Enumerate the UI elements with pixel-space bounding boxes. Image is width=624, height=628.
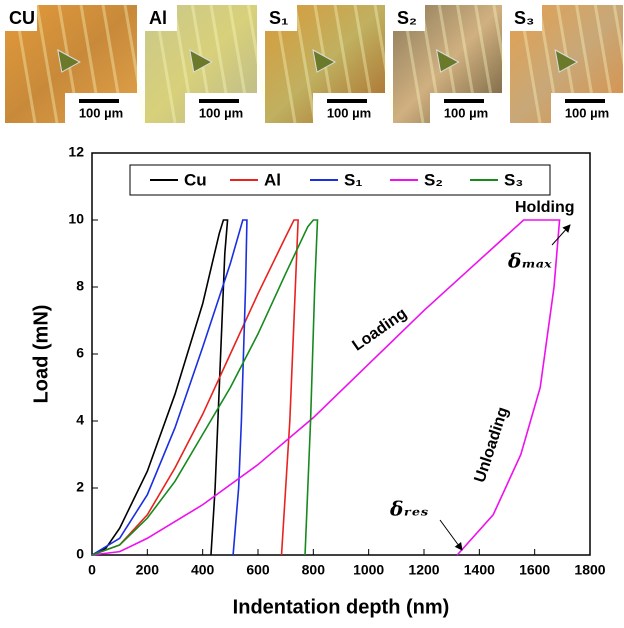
label-bg [393, 5, 425, 31]
scale-label: 100 µm [327, 105, 371, 120]
texture [612, 4, 624, 72]
y-tick-label: 2 [76, 479, 84, 495]
texture [293, 4, 317, 124]
panel-label: CU [9, 8, 35, 28]
x-tick-label: 1000 [353, 562, 384, 578]
y-tick-label: 4 [76, 412, 84, 428]
annotation: δₘₐₓ [507, 249, 552, 273]
annotation: Loading [349, 305, 410, 355]
legend-box [129, 164, 551, 196]
series-line [91, 219, 299, 556]
y-tick-label: 12 [68, 144, 84, 160]
y-tick-label: 8 [76, 278, 84, 294]
x-tick-label: 200 [136, 562, 160, 578]
panel-label: Al [149, 8, 167, 28]
scale-bg [551, 93, 623, 123]
legend-label: S₁ [344, 170, 362, 189]
indent [312, 49, 337, 73]
label-bg [510, 5, 542, 31]
x-tick-label: 400 [191, 562, 215, 578]
legend-label: Al [264, 170, 281, 189]
x-tick-label: 0 [88, 562, 96, 578]
indent [189, 49, 213, 73]
legend-label: S₂ [424, 170, 443, 189]
x-tick-label: 800 [302, 562, 326, 578]
series-line [91, 219, 248, 556]
series-line [91, 219, 229, 556]
scale-label: 100 µm [79, 105, 123, 120]
scale-bg [313, 93, 385, 123]
texture [35, 4, 59, 124]
annotation: δᵣₑₛ [389, 497, 428, 521]
x-tick-label: 1400 [464, 562, 495, 578]
label-bg [145, 5, 177, 31]
label-bg [5, 5, 37, 31]
x-axis-title: Indentation depth (nm) [233, 596, 450, 618]
x-tick-label: 600 [246, 562, 270, 578]
scale-bg [430, 93, 502, 123]
y-tick-label: 10 [68, 211, 84, 227]
x-tick-label: 1800 [574, 562, 605, 578]
x-tick-label: 1600 [519, 562, 550, 578]
scale-bg [65, 93, 137, 123]
y-axis-title: Load (mN) [30, 305, 52, 404]
texture [373, 4, 397, 124]
y-tick-label: 6 [76, 345, 84, 361]
indent [435, 49, 460, 73]
arrow [439, 519, 463, 551]
indent [57, 49, 81, 73]
legend-label: Cu [184, 170, 207, 189]
scale-label: 100 µm [565, 105, 609, 120]
panel-label: S₂ [397, 8, 417, 28]
scale-bg [185, 93, 257, 123]
legend-label: S₃ [504, 170, 523, 189]
label-bg [265, 5, 297, 31]
arrow [551, 224, 571, 246]
annotation: Unloading [472, 405, 512, 485]
x-tick-label: 1200 [408, 562, 439, 578]
series-line [91, 219, 319, 556]
scale-label: 100 µm [199, 105, 243, 120]
y-tick-label: 0 [76, 546, 84, 562]
indent [554, 49, 579, 73]
series-line [91, 219, 561, 556]
texture [123, 4, 147, 124]
panel-label: S₃ [514, 8, 534, 28]
scale-label: 100 µm [444, 105, 488, 120]
annotation: Holding [515, 199, 575, 216]
panel-label: S₁ [269, 8, 288, 28]
